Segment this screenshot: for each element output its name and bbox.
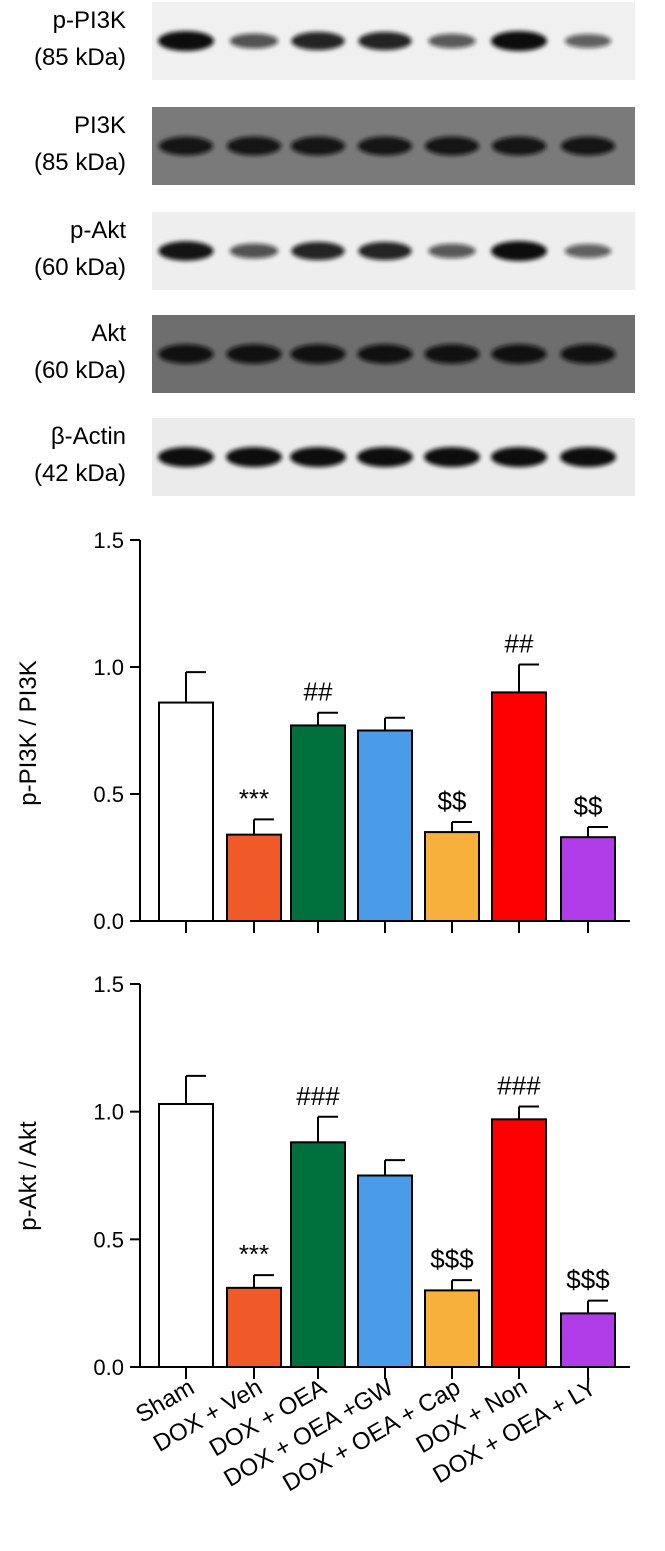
blot-band [229,33,279,49]
western-blot-panel: p-PI3K(85 kDa)PI3K(85 kDa)p-Akt(60 kDa)A… [34,2,635,496]
significance-label: *** [239,783,269,813]
y-tick-label: 0.0 [93,909,124,934]
y-tick-label: 0.5 [93,1227,124,1252]
bar-dox-oea-gw [357,729,413,922]
blot-band [229,243,279,259]
blot-band [560,447,616,467]
significance-label: ### [497,1071,541,1101]
bar-charts: 0.00.51.01.5p-PI3K / PI3K ***##$$##$$0.00… [15,528,630,1380]
blot-protein-label: β-Actin [51,423,126,450]
bar-dox-oea-ly [560,1312,616,1369]
bar-dox-oea [290,724,346,922]
blot-band [424,344,480,364]
y-tick-label: 1.5 [93,528,124,553]
y-axis-title: p-PI3K / PI3K [15,660,42,805]
blot-band [358,31,412,51]
bar-dox-non [491,1118,547,1368]
blot-band [226,447,282,467]
chart-2: 0.0 0.5 1.0 1.5 p-Akt / Akt *** ### $$$ ### $$$ [15,972,630,1380]
significance-label: *** [239,1239,269,1269]
blot-size-label: (60 kDa) [34,357,126,384]
blot-band [424,447,480,467]
y-tick-label: 0.5 [93,782,124,807]
blot-band [491,136,547,156]
blot-band [290,447,346,467]
bar-dox-oea-ly [560,836,616,922]
blot-band [491,447,547,467]
blot-band [560,136,616,156]
y-tick-label: 1.0 [93,655,124,680]
significance-label: ## [505,628,534,658]
blot-band [564,34,612,48]
blot-p-akt: p-Akt (60 kDa) [34,212,635,290]
blot-protein-label: PI3K [74,112,126,139]
blot-band [491,344,547,364]
blot-band [226,136,282,156]
bar-dox-veh [226,1286,282,1369]
blot-band [357,136,413,156]
y-tick-label: 1.5 [93,972,124,997]
blot-protein-label: Akt [91,320,126,347]
bar-dox-non [491,691,547,923]
blot-band [290,344,346,364]
bar-dox-oea [290,1141,346,1368]
blot-size-label: (85 kDa) [34,44,126,71]
blot-band [358,241,412,261]
bar-sham [158,1103,214,1369]
blot-akt: Akt (60 kDa) [34,315,635,393]
bar-dox-oea-cap [424,1289,480,1369]
blot-protein-label: p-PI3K [53,7,126,34]
blot-band [226,344,282,364]
y-tick-label: 0.0 [93,1355,124,1380]
blot-band [158,136,214,156]
blot-band [424,136,480,156]
blot-actin: β-Actin (42 kDa) [34,418,635,496]
y-tick-label: 1.0 [93,1100,124,1125]
significance-label: $$ [438,786,467,816]
blot-band [357,447,413,467]
blot-p-pi3k: p-PI3K (85 kDa) [34,2,635,80]
blot-protein-label: p-Akt [70,217,126,244]
blot-band [560,344,616,364]
blot-band [357,344,413,364]
chart-1: 0.0 0.5 1.0 1.5 p-PI3K / PI3K *** ## $$ ## $$ [15,528,630,934]
significance-label: ## [304,677,333,707]
bar-dox-oea-cap [424,831,480,922]
blot-pi3k: PI3K (85 kDa) [34,107,635,185]
blot-band [428,33,476,49]
blot-band [290,136,346,156]
blot-band [291,31,345,51]
significance-label: $$$ [566,1265,610,1295]
blot-band [491,241,547,261]
blot-band [428,243,476,259]
blot-band [158,31,214,51]
blot-size-label: (42 kDa) [34,460,126,487]
blot-band [158,344,214,364]
significance-label: $$ [574,791,603,821]
blot-size-label: (85 kDa) [34,149,126,176]
blot-band [158,241,214,261]
bar-dox-oea-gw [357,1174,413,1368]
y-axis-title: p-Akt / Akt [15,1121,42,1231]
blot-band [491,31,547,51]
blot-size-label: (60 kDa) [34,254,126,281]
significance-label: $$$ [430,1244,474,1274]
blot-band [291,241,345,261]
blot-band [564,244,612,258]
significance-label: ### [296,1081,340,1111]
blot-band [158,447,214,467]
bar-sham [158,701,214,922]
bar-dox-veh [226,833,282,923]
